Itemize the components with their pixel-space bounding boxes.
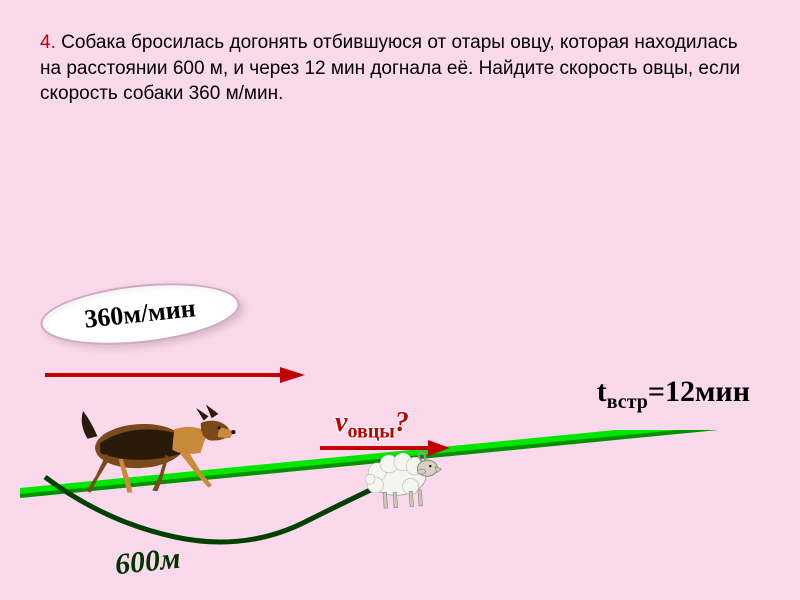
problem-text: 4. Собака бросилась догонять отбившуюся … bbox=[40, 30, 760, 107]
sheep-icon bbox=[358, 442, 447, 513]
dog-speed-ellipse: 360м/мин bbox=[38, 275, 243, 354]
problem-body: Собака бросилась догонять отбившуюся от … bbox=[40, 32, 740, 104]
sheep-velocity-label: vовцы? bbox=[335, 407, 409, 444]
dog-arrow-icon bbox=[45, 365, 305, 385]
t-prefix: t bbox=[597, 375, 607, 408]
v-subscript: овцы bbox=[347, 421, 394, 443]
dog-speed-value: 360м/мин bbox=[83, 293, 197, 335]
dog-icon bbox=[77, 391, 242, 499]
meeting-time-label: tвстр=12мин bbox=[597, 375, 750, 414]
v-prefix: v bbox=[335, 407, 347, 438]
problem-number: 4. bbox=[40, 32, 56, 53]
v-suffix: ? bbox=[395, 407, 409, 438]
t-value: =12мин bbox=[648, 375, 750, 408]
t-subscript: встр bbox=[607, 391, 648, 413]
